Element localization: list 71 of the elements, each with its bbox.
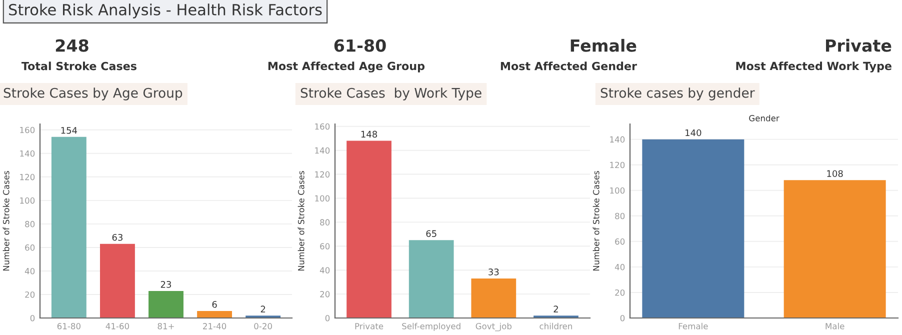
text: 61-80: [334, 39, 386, 52]
chart-title: Stroke Cases by Work Type: [300, 88, 482, 100]
bar: [471, 278, 516, 318]
data-label: 23: [160, 280, 172, 288]
data-label: 65: [426, 230, 436, 238]
x-tick-label: Govt_job: [476, 322, 512, 332]
chart-title: Stroke Cases by Age Group: [4, 88, 182, 100]
data-label: 2: [554, 306, 558, 312]
y-tick-label: 80: [320, 219, 330, 226]
y-tick-label: 0: [30, 314, 35, 322]
y-tick-label: 80: [615, 212, 625, 220]
y-tick-label: 140: [315, 147, 330, 154]
x-tick-label: 61-80: [57, 323, 80, 330]
y-tick-label: 160: [315, 123, 330, 130]
y-tick-label: 20: [615, 289, 625, 296]
y-tick-label: 100: [610, 187, 625, 194]
text: Private: [826, 38, 892, 52]
y-tick-label: 40: [24, 268, 35, 274]
y-tick-label: 40: [320, 267, 330, 274]
y-tick-label: 140: [610, 136, 625, 143]
text: Female: [570, 38, 636, 52]
y-tick-label: 0: [620, 314, 625, 322]
y-tick-label: 100: [20, 197, 35, 204]
y-tick-label: 20: [25, 291, 35, 298]
bar: [51, 136, 86, 318]
bar: [148, 290, 184, 318]
chart-title: Stroke cases by gender: [600, 88, 755, 100]
y-tick-label: 80: [25, 220, 35, 228]
data-label: 140: [686, 129, 702, 136]
y-tick-label: 0: [325, 314, 330, 322]
y-tick-label: 40: [614, 264, 625, 270]
y-tick-label: 120: [20, 174, 35, 180]
bar: [100, 244, 135, 318]
y-tick-label: 120: [315, 171, 330, 178]
text: Most Affected Work Type: [736, 62, 892, 72]
x-axis-title: Gender: [749, 114, 780, 122]
data-label: 63: [112, 234, 122, 241]
bar: [197, 310, 232, 318]
y-tick-label: 20: [320, 291, 330, 298]
data-label: 148: [361, 130, 378, 138]
x-tick-label: 41-60: [106, 323, 130, 330]
data-label: 33: [488, 268, 499, 276]
y-tick-label: 60: [615, 238, 625, 245]
data-label: 2: [260, 306, 266, 312]
data-label: 6: [212, 300, 217, 308]
x-tick-label: children: [540, 322, 572, 330]
y-tick-label: 60: [25, 244, 35, 251]
x-tick-label: Self-employed: [402, 322, 460, 331]
y-axis-title: Number of Stroke Cases: [298, 171, 304, 271]
x-tick-label: Female: [678, 322, 708, 330]
y-tick-label: 140: [20, 150, 35, 157]
bar: [408, 240, 454, 318]
y-tick-label: 60: [320, 243, 330, 250]
data-label: 108: [827, 170, 843, 178]
text: 248: [56, 39, 88, 52]
y-axis-title: Number of Stroke Cases: [2, 171, 10, 271]
text: Total Stroke Cases: [21, 62, 136, 70]
y-tick-label: 120: [610, 162, 625, 168]
text: Most Affected Age Group: [268, 62, 425, 72]
y-tick-label: 100: [315, 195, 330, 202]
data-label: 154: [61, 127, 78, 134]
text: Most Affected Gender: [500, 62, 637, 70]
x-tick-label: Private: [355, 322, 384, 330]
x-tick-label: 0-20: [254, 323, 272, 330]
y-tick-label: 160: [20, 126, 35, 134]
x-tick-label: 21-40: [203, 323, 226, 330]
bar: [346, 140, 392, 318]
y-axis-title: Number of Stroke Cases: [592, 171, 600, 271]
x-tick-label: 81+: [158, 323, 174, 330]
text: Stroke Risk Analysis - Health Risk Factors: [9, 4, 322, 18]
x-tick-label: Male: [826, 322, 844, 330]
